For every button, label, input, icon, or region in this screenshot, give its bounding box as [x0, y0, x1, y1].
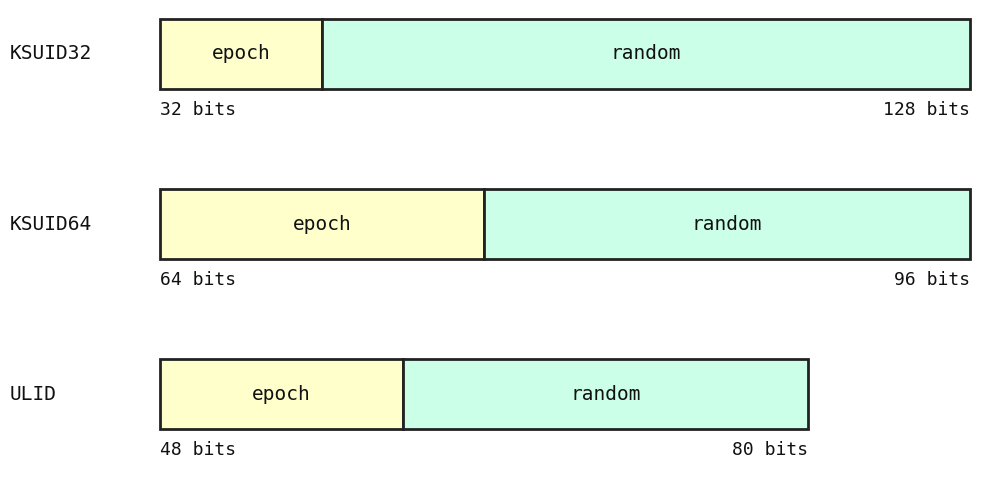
Text: 128 bits: 128 bits [883, 101, 970, 119]
Text: 96 bits: 96 bits [894, 271, 970, 289]
Text: random: random [571, 384, 641, 404]
Bar [484, 189, 970, 259]
Text: epoch: epoch [292, 214, 351, 234]
Bar [322, 19, 970, 89]
Bar [403, 359, 808, 429]
Text: epoch: epoch [252, 384, 311, 404]
Bar [160, 359, 403, 429]
Text: 48 bits: 48 bits [160, 441, 237, 459]
Text: random: random [610, 44, 681, 64]
Bar [160, 19, 322, 89]
Text: KSUID64: KSUID64 [10, 214, 92, 234]
Text: KSUID32: KSUID32 [10, 44, 92, 64]
Text: 64 bits: 64 bits [160, 271, 237, 289]
Text: 80 bits: 80 bits [732, 441, 808, 459]
Text: random: random [692, 214, 762, 234]
Text: ULID: ULID [10, 384, 57, 404]
Text: 32 bits: 32 bits [160, 101, 237, 119]
Text: epoch: epoch [212, 44, 270, 64]
Bar [160, 189, 484, 259]
